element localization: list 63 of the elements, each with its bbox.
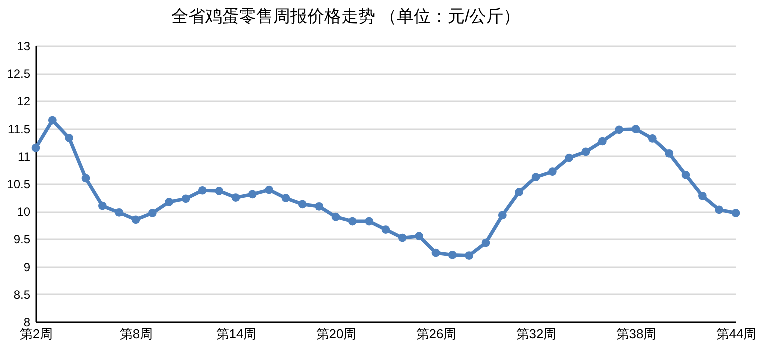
point <box>715 206 724 214</box>
point <box>215 187 224 196</box>
point <box>65 134 74 142</box>
y-tick-label: 10 <box>17 205 31 220</box>
point <box>148 209 157 218</box>
y-tick-label: 10.5 <box>7 178 31 192</box>
point <box>315 202 324 211</box>
point <box>282 194 290 203</box>
point <box>465 252 474 260</box>
y-tick-label: 9 <box>24 260 31 274</box>
point <box>432 248 440 258</box>
point <box>415 232 424 241</box>
point <box>482 238 490 248</box>
point <box>565 154 574 162</box>
y-tick-label: 9.5 <box>14 232 31 247</box>
point <box>298 200 307 209</box>
point <box>365 217 374 226</box>
point <box>98 202 107 210</box>
point <box>615 126 624 134</box>
x-tick-label: 第44周 <box>716 326 757 342</box>
x-tick-label: 第26周 <box>416 326 457 342</box>
point <box>448 251 457 260</box>
point <box>732 209 740 218</box>
point <box>548 168 557 176</box>
point <box>598 137 607 146</box>
point <box>265 186 274 194</box>
y-tick-label: 8.5 <box>14 288 31 302</box>
point <box>515 188 524 196</box>
point <box>648 134 657 143</box>
x-tick-label: 第32周 <box>516 326 557 342</box>
x-tick-label: 第14周 <box>216 326 257 342</box>
y-tick-label: 8 <box>24 316 31 330</box>
point <box>232 194 240 202</box>
point <box>682 170 690 180</box>
y-tick-label: 11.5 <box>8 122 31 136</box>
chart-title: 全省鸡蛋零售周报价格走势 （单位：元/公斤） <box>171 7 521 26</box>
point <box>132 216 140 224</box>
x-tick-label: 第20周 <box>316 326 357 342</box>
point <box>698 192 707 200</box>
y-tick-label: 12 <box>17 94 31 109</box>
x-tick-label: 第38周 <box>616 326 657 342</box>
y-tick-label: 13 <box>17 40 31 54</box>
point <box>198 186 207 195</box>
point <box>498 211 507 220</box>
point <box>48 116 57 125</box>
point <box>32 144 40 152</box>
point <box>532 173 540 182</box>
point <box>632 125 640 134</box>
point <box>582 148 590 156</box>
point <box>665 149 674 158</box>
point <box>182 194 190 204</box>
point <box>115 208 124 217</box>
y-tick-label: 12.5 <box>7 67 31 82</box>
point <box>398 234 407 242</box>
point <box>82 174 90 183</box>
point <box>348 217 357 226</box>
point <box>248 190 257 199</box>
point <box>332 212 340 222</box>
x-tick-label: 第2周 <box>20 326 54 342</box>
point <box>382 226 390 234</box>
y-tick-label: 11 <box>18 150 31 164</box>
x-tick-label: 第8周 <box>120 326 154 342</box>
point <box>165 198 174 206</box>
